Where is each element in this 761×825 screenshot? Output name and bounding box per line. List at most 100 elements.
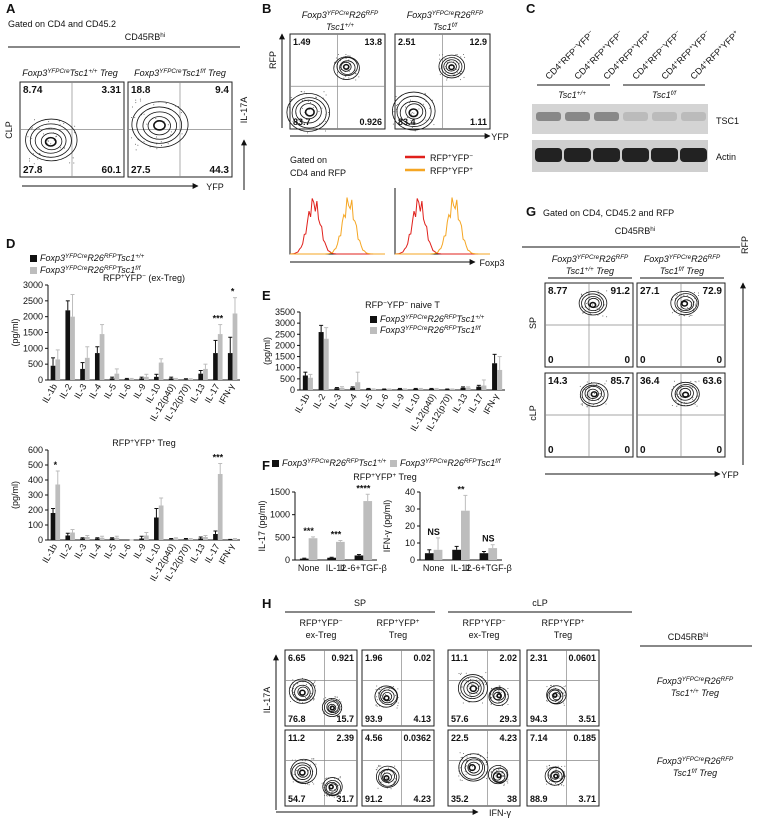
quadrant-value: 8.74 bbox=[23, 85, 43, 96]
contour bbox=[290, 758, 318, 784]
contour bbox=[328, 784, 334, 790]
event-dot bbox=[564, 775, 566, 777]
event-dot bbox=[677, 294, 679, 296]
row-label: Tsc1+/+ Treg bbox=[671, 688, 719, 699]
event-dot bbox=[459, 79, 461, 81]
event-dot bbox=[337, 54, 339, 56]
legend-label-part: YFP bbox=[452, 166, 470, 176]
x-tick-label: IL-3 bbox=[327, 392, 343, 410]
event-dot bbox=[582, 312, 584, 314]
group-label-part: CD45RB bbox=[615, 226, 651, 236]
bar bbox=[114, 373, 120, 380]
contour bbox=[291, 680, 314, 702]
gate-label: Gated on CD4 and CD45.2 bbox=[8, 19, 116, 29]
event-dot bbox=[486, 756, 488, 758]
bar bbox=[94, 353, 100, 380]
event-dot bbox=[411, 113, 413, 115]
event-dot bbox=[458, 673, 460, 675]
column-title-part: YFP bbox=[321, 618, 339, 628]
event-dot bbox=[297, 778, 299, 780]
contour bbox=[496, 693, 502, 699]
contour bbox=[492, 688, 505, 701]
x-tick-label: IL-4 bbox=[343, 392, 359, 410]
x-tick-label: IL-6+TGF-β bbox=[465, 563, 512, 573]
event-dot bbox=[301, 91, 303, 93]
quadrant-value: 44.3 bbox=[210, 165, 230, 176]
event-dot bbox=[461, 687, 463, 689]
event-dot bbox=[557, 765, 559, 767]
event-dot bbox=[503, 775, 505, 777]
event-dot bbox=[433, 124, 435, 126]
event-dot bbox=[606, 316, 608, 318]
bar bbox=[99, 537, 105, 540]
quadrant-value: 0 bbox=[640, 355, 646, 366]
plot-title: Tsc1f/f bbox=[433, 22, 458, 33]
bar bbox=[308, 538, 318, 560]
quadrant-value: 27.5 bbox=[131, 165, 151, 176]
contour bbox=[322, 777, 343, 797]
plot-frame bbox=[447, 649, 521, 727]
contour bbox=[670, 290, 699, 316]
x-tick-label: IFN-γ bbox=[217, 542, 237, 566]
contour bbox=[294, 764, 311, 780]
row-label: SP bbox=[528, 317, 538, 329]
contour bbox=[294, 684, 311, 701]
event-dot bbox=[292, 679, 294, 681]
event-dot bbox=[326, 794, 328, 796]
event-dot bbox=[594, 393, 596, 395]
contour bbox=[553, 773, 559, 779]
event-dot bbox=[313, 758, 315, 760]
bar bbox=[492, 363, 498, 390]
lane-label-part: − bbox=[615, 28, 623, 36]
band bbox=[680, 148, 707, 162]
event-dot bbox=[314, 680, 316, 682]
event-dot bbox=[375, 696, 377, 698]
event-dot bbox=[558, 695, 560, 697]
y-tick-label: 10 bbox=[405, 538, 415, 548]
column-title-part: + bbox=[416, 618, 420, 625]
event-dot bbox=[690, 380, 692, 382]
quadrant-value: 76.8 bbox=[288, 714, 306, 724]
bar bbox=[183, 379, 189, 380]
event-dot bbox=[325, 94, 327, 96]
event-dot bbox=[294, 118, 296, 120]
bar bbox=[114, 537, 120, 540]
event-dot bbox=[308, 109, 310, 111]
quadrant-value: 11.1 bbox=[451, 653, 468, 663]
event-dot bbox=[464, 770, 466, 772]
event-dot bbox=[694, 381, 696, 383]
event-dot bbox=[459, 692, 461, 694]
event-dot bbox=[558, 701, 560, 703]
quadrant-value: 14.3 bbox=[548, 376, 568, 387]
event-dot bbox=[596, 384, 598, 386]
event-dot bbox=[307, 100, 309, 102]
bar bbox=[323, 338, 329, 390]
event-dot bbox=[395, 694, 397, 696]
event-dot bbox=[584, 389, 586, 391]
bar bbox=[418, 388, 424, 390]
plot-title-part: YFPCre bbox=[159, 68, 182, 75]
lane-label-part: + bbox=[644, 28, 652, 36]
column-title-part: ex-Treg bbox=[306, 630, 337, 640]
event-dot bbox=[376, 685, 378, 687]
bar bbox=[334, 388, 340, 390]
legend-label-part: R26 bbox=[87, 253, 104, 263]
contour bbox=[496, 773, 502, 779]
event-dot bbox=[34, 119, 36, 121]
y-tick-label: 3000 bbox=[275, 318, 295, 328]
event-dot bbox=[293, 693, 295, 695]
event-dot bbox=[592, 304, 594, 306]
legend-swatch bbox=[272, 460, 279, 467]
y-tick-label: 2000 bbox=[23, 312, 43, 322]
legend-label-part: +/+ bbox=[377, 458, 386, 465]
quadrant-value: 91.2 bbox=[611, 286, 631, 297]
column-title: Treg bbox=[389, 630, 407, 640]
group-label: Tsc1+/+ bbox=[558, 90, 586, 101]
y-tick-label: 300 bbox=[28, 490, 43, 500]
legend-label-part: Tsc1 bbox=[359, 458, 378, 468]
contour bbox=[380, 769, 395, 783]
event-dot bbox=[339, 777, 341, 779]
event-dot bbox=[602, 396, 604, 398]
quadrant-value: 1.96 bbox=[365, 653, 383, 663]
event-dot bbox=[288, 106, 290, 108]
